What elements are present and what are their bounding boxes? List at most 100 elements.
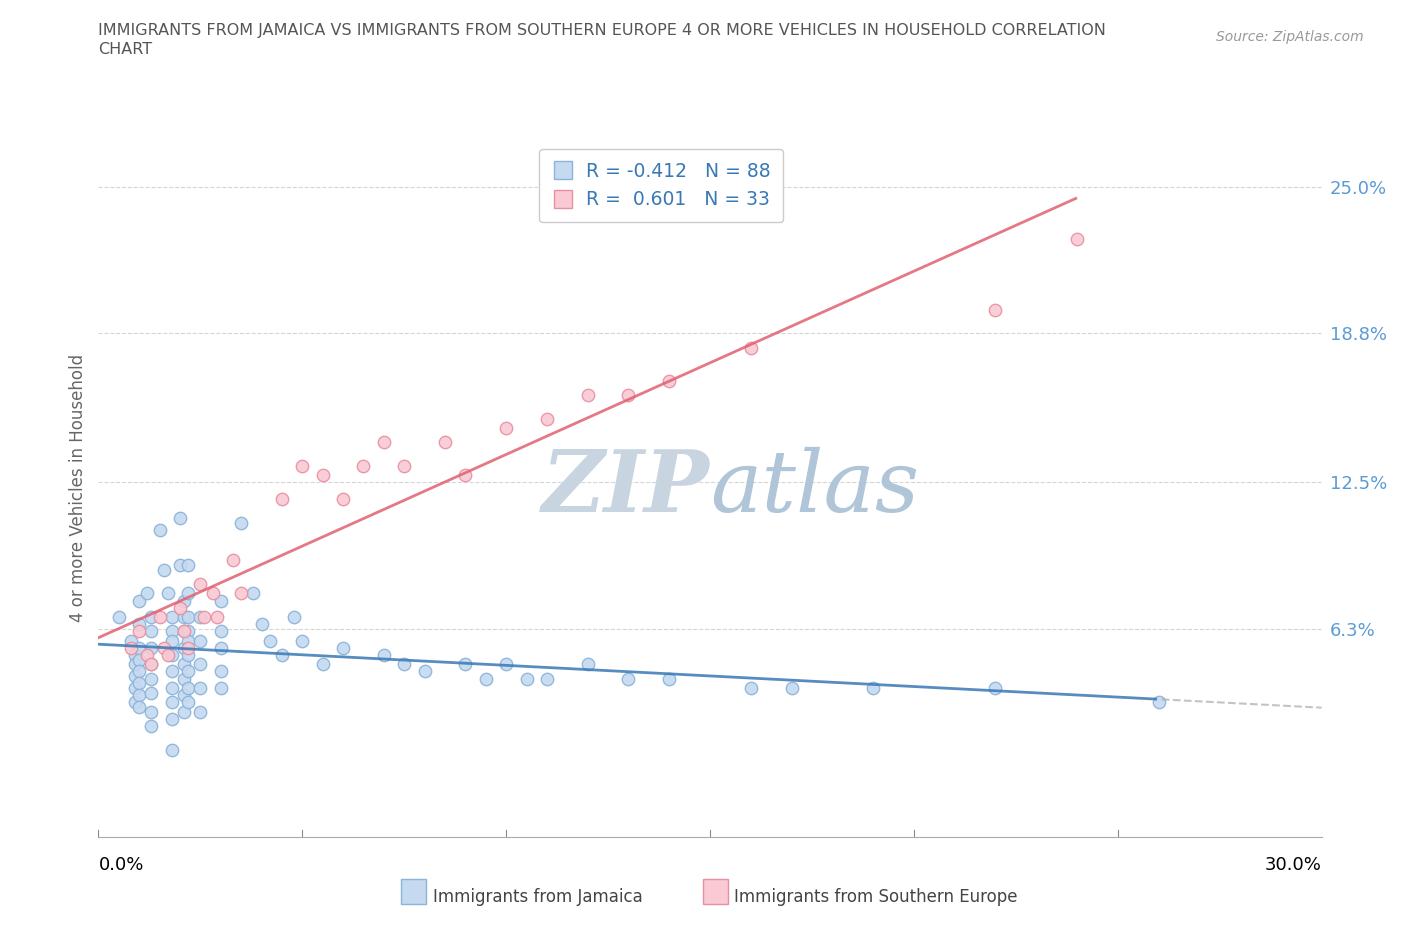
Point bbox=[177, 695, 200, 710]
Point bbox=[149, 610, 172, 625]
Point bbox=[177, 681, 200, 696]
Point bbox=[332, 491, 354, 506]
Point bbox=[173, 657, 195, 671]
Point bbox=[434, 434, 457, 449]
Point bbox=[231, 586, 253, 601]
Point bbox=[141, 657, 163, 671]
Point bbox=[160, 681, 183, 696]
Point bbox=[124, 647, 146, 662]
Point bbox=[141, 641, 163, 656]
Point bbox=[160, 711, 183, 726]
Point bbox=[160, 624, 183, 639]
Point bbox=[177, 641, 200, 656]
Point bbox=[120, 633, 142, 648]
Point bbox=[332, 641, 354, 656]
Point bbox=[152, 641, 174, 656]
Text: IMMIGRANTS FROM JAMAICA VS IMMIGRANTS FROM SOUTHERN EUROPE 4 OR MORE VEHICLES IN: IMMIGRANTS FROM JAMAICA VS IMMIGRANTS FR… bbox=[98, 23, 1107, 38]
Point bbox=[413, 664, 436, 679]
Text: 0.0%: 0.0% bbox=[98, 856, 143, 874]
Point bbox=[862, 681, 884, 696]
Point bbox=[173, 641, 195, 656]
Point bbox=[373, 647, 395, 662]
Point bbox=[128, 641, 150, 656]
Point bbox=[177, 624, 200, 639]
Point bbox=[124, 695, 146, 710]
Point bbox=[128, 699, 150, 714]
Point bbox=[160, 742, 183, 757]
Point bbox=[222, 553, 245, 568]
Point bbox=[270, 491, 294, 506]
Point bbox=[169, 600, 191, 615]
Point bbox=[392, 657, 416, 671]
Text: Immigrants from Southern Europe: Immigrants from Southern Europe bbox=[734, 887, 1018, 906]
Point bbox=[658, 671, 681, 686]
Point bbox=[576, 657, 599, 671]
Point bbox=[173, 593, 195, 608]
Point bbox=[536, 671, 558, 686]
Point bbox=[209, 641, 232, 656]
Point bbox=[141, 671, 163, 686]
Point bbox=[177, 664, 200, 679]
Point bbox=[124, 681, 146, 696]
Point bbox=[141, 610, 163, 625]
Point bbox=[231, 515, 253, 530]
Point bbox=[270, 647, 294, 662]
Text: ZIP: ZIP bbox=[543, 446, 710, 530]
Point bbox=[312, 657, 335, 671]
Point bbox=[160, 647, 183, 662]
Point bbox=[209, 593, 232, 608]
Point bbox=[205, 610, 228, 625]
Point bbox=[740, 340, 762, 355]
Point bbox=[1066, 232, 1088, 246]
Point bbox=[160, 664, 183, 679]
Point bbox=[291, 633, 314, 648]
Point bbox=[495, 420, 517, 435]
Point bbox=[177, 610, 200, 625]
Point bbox=[250, 617, 273, 631]
Point bbox=[188, 704, 212, 719]
Point bbox=[188, 577, 212, 591]
Point bbox=[141, 624, 163, 639]
Legend: R = -0.412   N = 88, R =  0.601   N = 33: R = -0.412 N = 88, R = 0.601 N = 33 bbox=[538, 149, 783, 222]
Point bbox=[576, 388, 599, 403]
Point bbox=[173, 687, 195, 702]
Point bbox=[495, 657, 517, 671]
Point bbox=[128, 593, 150, 608]
Point bbox=[242, 586, 264, 601]
Point bbox=[128, 624, 150, 639]
Point bbox=[617, 671, 640, 686]
Point bbox=[169, 558, 191, 573]
Text: 30.0%: 30.0% bbox=[1265, 856, 1322, 874]
Point bbox=[373, 434, 395, 449]
Point bbox=[658, 373, 681, 388]
Point bbox=[156, 647, 179, 662]
Point bbox=[193, 610, 215, 625]
Point bbox=[209, 664, 232, 679]
Point bbox=[312, 468, 335, 483]
Point bbox=[128, 652, 150, 667]
Point bbox=[209, 624, 232, 639]
Point bbox=[160, 633, 183, 648]
Point bbox=[352, 458, 374, 473]
Point bbox=[149, 522, 172, 537]
Point bbox=[617, 388, 640, 403]
Point bbox=[120, 641, 142, 656]
Point bbox=[454, 468, 477, 483]
Point bbox=[188, 681, 212, 696]
Point bbox=[392, 458, 416, 473]
Point bbox=[136, 586, 159, 601]
Point bbox=[536, 411, 558, 426]
Point bbox=[124, 657, 146, 671]
Point bbox=[128, 664, 150, 679]
Point bbox=[291, 458, 314, 473]
Point bbox=[136, 647, 159, 662]
Point bbox=[454, 657, 477, 671]
Point bbox=[141, 704, 163, 719]
Point bbox=[173, 704, 195, 719]
Point bbox=[188, 610, 212, 625]
Point bbox=[177, 558, 200, 573]
Y-axis label: 4 or more Vehicles in Household: 4 or more Vehicles in Household bbox=[69, 354, 87, 622]
Text: atlas: atlas bbox=[710, 447, 920, 529]
Point bbox=[283, 610, 305, 625]
Point bbox=[780, 681, 803, 696]
